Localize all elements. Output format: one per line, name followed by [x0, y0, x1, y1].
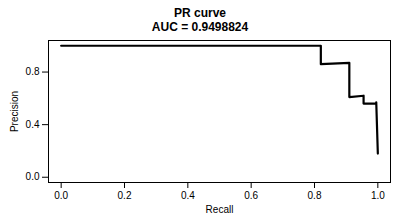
svg-text:Precision: Precision — [9, 91, 20, 132]
svg-text:0.0: 0.0 — [26, 171, 40, 182]
svg-text:0.8: 0.8 — [308, 190, 322, 201]
html-text:PR curve: PR curve — [174, 6, 226, 20]
svg-text:Recall: Recall — [206, 204, 234, 215]
svg-text:0.8: 0.8 — [26, 66, 40, 77]
svg-text:0.0: 0.0 — [54, 190, 68, 201]
svg-text:0.6: 0.6 — [244, 190, 258, 201]
svg-text:0.2: 0.2 — [118, 190, 132, 201]
svg-text:0.4: 0.4 — [26, 119, 40, 130]
svg-text:0.4: 0.4 — [181, 190, 195, 201]
svg-text:1.0: 1.0 — [371, 190, 385, 201]
html-text:AUC = 0.9498824: AUC = 0.9498824 — [151, 20, 249, 34]
